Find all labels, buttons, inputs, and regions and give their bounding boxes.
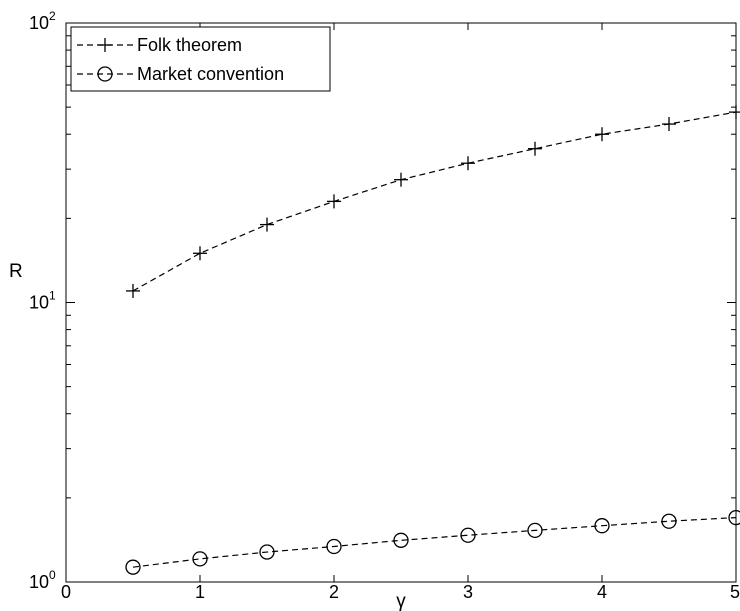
data-point-circle <box>192 551 208 567</box>
x-tick-labels: 0 1 2 3 4 5 <box>61 582 740 602</box>
data-point-circle <box>594 518 610 534</box>
series-layer <box>125 105 740 575</box>
data-point-circle <box>661 513 677 529</box>
legend-item: Market convention <box>77 64 284 84</box>
data-point-plus <box>528 141 542 156</box>
legend: Folk theorem Market convention <box>70 26 331 92</box>
legend-item: Folk theorem <box>77 35 242 55</box>
series-line <box>132 111 737 292</box>
data-point-circle <box>259 544 275 560</box>
x-tick-label: 3 <box>463 582 473 602</box>
legend-label: Folk theorem <box>137 35 242 55</box>
data-point-plus <box>662 117 676 132</box>
y-axis-label: R <box>9 261 23 282</box>
data-point-plus <box>126 283 140 298</box>
legend-label: Market convention <box>137 64 284 84</box>
y-tick-label: 102 <box>29 9 56 33</box>
data-point-circle <box>97 66 113 82</box>
x-tick-label: 2 <box>329 582 339 602</box>
x-tick-label: 0 <box>61 582 71 602</box>
data-point-plus <box>394 172 408 187</box>
legend-box <box>70 26 331 92</box>
series-folk-theorem <box>126 105 740 298</box>
data-point-plus <box>98 38 112 52</box>
x-axis-label: γ <box>396 591 406 611</box>
x-tick-label: 1 <box>195 582 205 602</box>
y-tick-label: 100 <box>29 568 56 592</box>
data-point-plus <box>595 127 609 142</box>
data-point-plus <box>461 156 475 171</box>
y-tick-label: 101 <box>29 289 56 313</box>
y-tick-labels: 100 101 102 <box>29 9 56 592</box>
data-point-plus <box>729 105 740 120</box>
data-point-plus <box>260 217 274 232</box>
data-point-circle <box>125 559 141 575</box>
data-point-plus <box>327 194 341 209</box>
data-point-circle <box>460 527 476 543</box>
x-tick-label: 5 <box>730 582 740 602</box>
data-point-circle <box>728 509 740 526</box>
axis-ticks <box>65 22 737 583</box>
x-tick-label: 4 <box>597 582 607 602</box>
series-market-convention <box>125 509 740 575</box>
data-point-plus <box>193 246 207 261</box>
plot-area <box>65 22 737 583</box>
series-line <box>132 516 737 568</box>
data-point-circle <box>393 532 409 548</box>
data-point-circle <box>527 522 543 539</box>
data-point-circle <box>326 538 342 555</box>
